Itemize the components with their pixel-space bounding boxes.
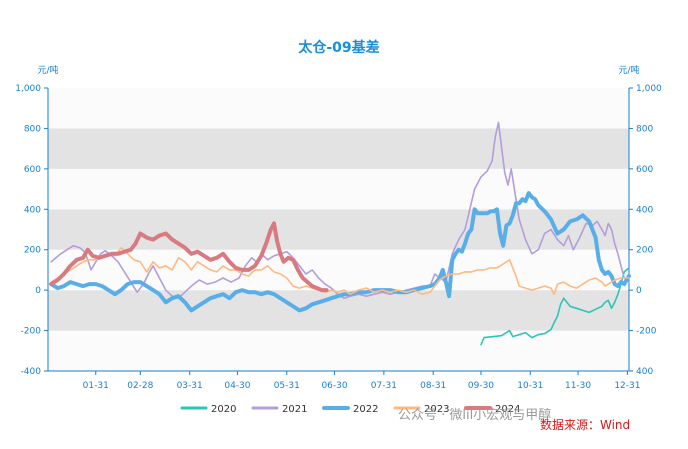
x-tick-label: 07-31: [371, 381, 397, 391]
grid-band: [48, 128, 629, 169]
legend: 2020 2021 2022 2023 2024: [180, 404, 520, 415]
series-group: [49, 121, 631, 346]
x-tick-label: 06-30: [321, 381, 347, 391]
x-ticks: 01-31 02-28 03-31 04-30 05-31 06-30 07-31 08-31…: [83, 371, 640, 391]
legend-label-2023[interactable]: 2023: [424, 404, 449, 415]
y-tick-label-right: 600: [636, 165, 653, 175]
legend-label-2021[interactable]: 2021: [282, 404, 307, 415]
y-tick-label-right: 400: [636, 205, 653, 215]
y-tick-label-right: 800: [636, 124, 653, 134]
x-tick-label: 02-28: [127, 381, 153, 391]
y-tick-label-left: 200: [24, 246, 41, 256]
y-tick-label-left: 400: [24, 205, 41, 215]
y-ticks-left: -400 -200 0 200 400 600 800 1,000: [15, 84, 48, 377]
y-tick-label-left: -400: [21, 367, 42, 377]
source-note: 数据来源：Wind: [540, 417, 630, 432]
y-tick-label-left: 1,000: [15, 84, 41, 94]
y-tick-label-right: 0: [636, 286, 642, 296]
y-tick-label-left: 800: [24, 124, 41, 134]
y-tick-label-left: 0: [35, 286, 41, 296]
y-axis-label-left: 元/吨: [37, 64, 58, 76]
x-tick-label: 04-30: [224, 381, 250, 391]
legend-label-2024[interactable]: 2024: [495, 404, 520, 415]
axes: [47, 88, 630, 372]
y-tick-label-left: -200: [21, 327, 42, 337]
y-tick-label-right: 1,000: [636, 84, 662, 94]
y-tick-label-right: 200: [636, 246, 653, 256]
series-line-2020: [480, 267, 630, 346]
grid-band: [48, 88, 629, 129]
y-tick-label-right: 400: [636, 367, 653, 377]
chart-title: 太仓-09基差: [298, 39, 379, 56]
x-tick-label: 03-31: [177, 381, 203, 391]
x-tick-label: 05-31: [274, 381, 300, 391]
series-line-2024: [49, 221, 329, 293]
y-axis-label-right: 元/吨: [618, 64, 639, 76]
y-tick-label-right: -200: [636, 327, 657, 337]
grid-bands: [48, 88, 629, 371]
y-ticks-right: 400 -200 0 200 400 600 800 1,000: [629, 84, 662, 377]
x-tick-label: 11-30: [565, 381, 591, 391]
legend-label-2022[interactable]: 2022: [353, 404, 378, 415]
x-tick-label: 09-30: [468, 381, 494, 391]
grid-band: [48, 168, 629, 210]
watermark-text: 公众号 · 微lil小宏观与甲醇: [398, 407, 551, 423]
x-tick-label: 01-31: [83, 381, 109, 391]
x-tick-label: 08-31: [420, 381, 446, 391]
grid-band: [48, 209, 629, 250]
y-tick-label-left: 600: [24, 165, 41, 175]
x-tick-label: 10-31: [517, 381, 543, 391]
x-tick-label: 12-31: [614, 381, 640, 391]
legend-label-2020[interactable]: 2020: [211, 404, 236, 415]
series-line-2023: [50, 246, 630, 295]
grid-band: [48, 330, 629, 371]
